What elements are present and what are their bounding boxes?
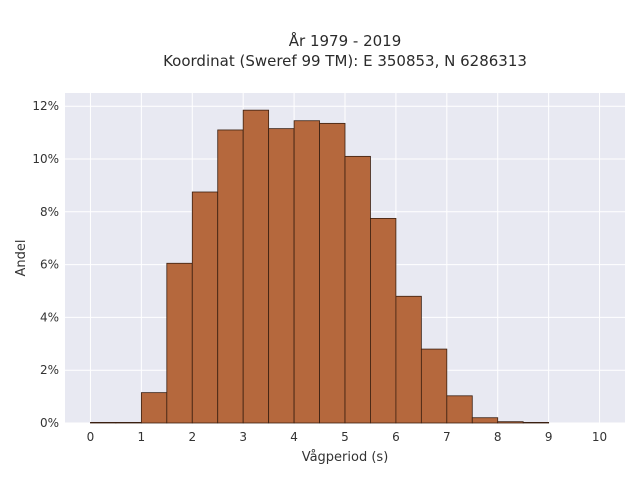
x-tick-label: 9 — [545, 430, 553, 444]
histogram-bar — [370, 217, 397, 424]
histogram-bar — [140, 392, 168, 424]
histogram-bar — [420, 348, 448, 424]
histogram-bar — [446, 395, 473, 424]
histogram-bar — [217, 129, 244, 424]
x-tick-label: 3 — [239, 430, 247, 444]
x-tick-label: 6 — [392, 430, 400, 444]
y-tick-label: 10% — [32, 152, 59, 166]
histogram-bar — [293, 120, 320, 424]
x-tick-label: 0 — [87, 430, 95, 444]
histogram-bar — [395, 295, 422, 424]
histogram-bar — [268, 128, 295, 424]
chart-title-line2: Koordinat (Sweref 99 TM): E 350853, N 62… — [163, 52, 527, 70]
histogram-bar — [242, 109, 270, 424]
histogram-bar — [90, 421, 117, 424]
x-tick-label: 10 — [592, 430, 607, 444]
histogram-bar — [166, 262, 193, 424]
x-tick-label: 4 — [290, 430, 298, 444]
x-tick-label: 8 — [494, 430, 502, 444]
histogram-bar — [344, 155, 371, 424]
histogram-bars — [90, 109, 550, 424]
x-tick-label: 2 — [188, 430, 196, 444]
chart-title-line1: År 1979 - 2019 — [289, 31, 402, 50]
y-tick-label: 0% — [40, 416, 59, 430]
histogram-bar — [115, 421, 142, 424]
histogram-bar — [191, 191, 219, 424]
y-tick-label: 4% — [40, 310, 59, 324]
x-tick-label: 7 — [443, 430, 451, 444]
y-tick-label: 2% — [40, 363, 59, 377]
y-tick-labels: 0% 2% 4% 6% 8% 10% 12% — [32, 99, 59, 430]
x-tick-labels: 0 1 2 3 4 5 6 7 8 9 10 — [87, 430, 608, 444]
y-tick-label: 8% — [40, 205, 59, 219]
histogram-bar — [522, 421, 550, 424]
y-tick-label: 6% — [40, 258, 59, 272]
x-axis-label: Vågperiod (s) — [302, 450, 389, 465]
y-tick-label: 12% — [32, 99, 59, 113]
histogram-bar — [319, 122, 346, 424]
histogram-bar — [497, 421, 524, 424]
y-axis-label: Andel — [14, 240, 29, 277]
x-tick-label: 5 — [341, 430, 349, 444]
x-tick-label: 1 — [138, 430, 146, 444]
histogram-bar — [471, 417, 499, 424]
